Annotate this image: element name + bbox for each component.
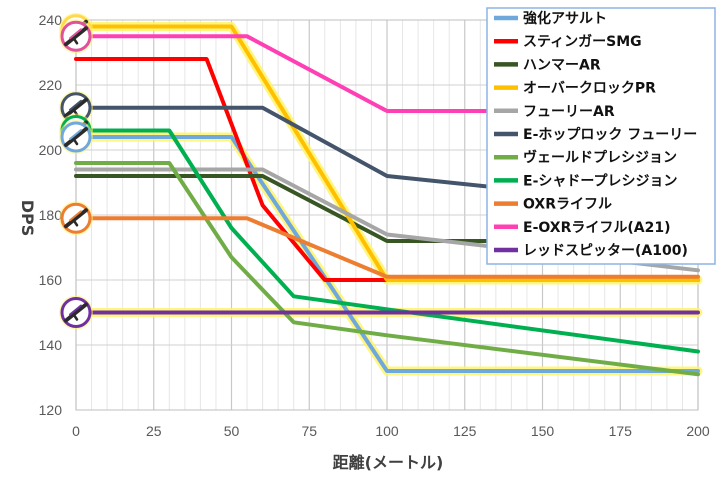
- legend-label: フューリーAR: [523, 104, 615, 120]
- rifle-grip: [71, 136, 79, 146]
- series-line: [74, 24, 700, 282]
- rifle-icon: [59, 201, 93, 236]
- x-tick-label: 75: [301, 423, 317, 439]
- series-line: [74, 216, 700, 279]
- series-line: [74, 135, 700, 373]
- legend-label: オーバークロックPR: [523, 81, 656, 97]
- assault-rifle-icon: [59, 120, 93, 154]
- y-tick-label: 240: [39, 12, 63, 28]
- x-axis-title: 距離(メートル): [333, 453, 444, 472]
- rifle-accent: [69, 129, 82, 140]
- rifle-body: [64, 208, 88, 229]
- rifle-accent: [69, 28, 82, 40]
- rifle-accent: [69, 210, 82, 222]
- y-axis-title: DPS: [18, 200, 37, 237]
- y-tick-label: 220: [39, 77, 63, 93]
- x-tick-label: 125: [453, 423, 477, 439]
- legend-label: 強化アサルト: [523, 10, 607, 27]
- legend-label: OXRライフル: [523, 197, 612, 213]
- x-tick-label: 175: [609, 423, 633, 439]
- rifle-body: [64, 26, 88, 47]
- legend-label: E-OXRライフル(A21): [523, 220, 670, 236]
- rifle-body: [64, 127, 88, 147]
- x-axis-ticks: 0 25 50 75 100 125 150 175 200: [72, 423, 710, 439]
- rifle-grip: [71, 218, 79, 227]
- rifle-body: [64, 302, 88, 323]
- legend-label: ハンマーAR: [523, 57, 601, 73]
- y-tick-label: 160: [39, 272, 63, 288]
- rifle-accent: [69, 304, 82, 316]
- rifle-icon: [59, 295, 93, 330]
- rifle-grip: [71, 36, 79, 45]
- legend-label: E-ホップロック フューリー: [523, 127, 697, 143]
- y-tick-label: 180: [39, 207, 63, 223]
- rifle-body: [64, 97, 88, 118]
- legend-label: レッドスピッター(A100): [523, 243, 688, 259]
- y-tick-label: 200: [39, 142, 63, 158]
- x-tick-label: 50: [224, 423, 240, 439]
- x-tick-label: 100: [375, 423, 399, 439]
- assault-rifle-icon: [59, 19, 93, 54]
- legend-label: スティンガーSMG: [523, 34, 642, 50]
- x-tick-label: 25: [146, 423, 162, 439]
- rifle-accent: [69, 99, 82, 111]
- weapon-icons: [59, 12, 93, 330]
- y-tick-label: 140: [39, 337, 63, 353]
- y-axis-ticks: 120 140 160 180 200 220 240: [39, 12, 63, 418]
- y-tick-label: 120: [39, 402, 63, 418]
- legend-label: ヴェールドプレシジョン: [523, 149, 677, 166]
- series-line: [74, 128, 700, 354]
- x-tick-label: 150: [531, 423, 555, 439]
- x-tick-label: 200: [686, 423, 710, 439]
- series-line: [74, 161, 700, 377]
- legend-label: E-シャドープレシジョン: [523, 173, 678, 189]
- legend-box: [486, 7, 716, 265]
- x-tick-label: 0: [72, 423, 80, 439]
- rifle-grip: [71, 312, 79, 321]
